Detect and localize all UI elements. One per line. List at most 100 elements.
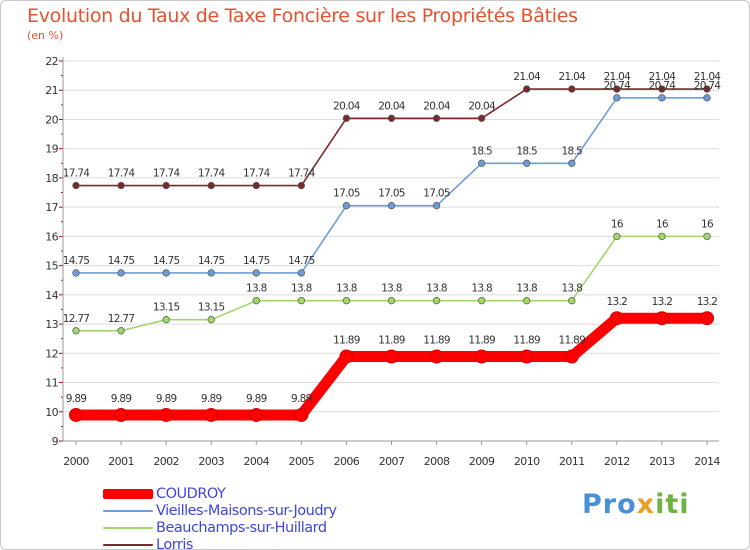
data-label-0: 11.89 [559,335,586,347]
data-label-2: 16 [656,218,669,230]
data-point-0 [519,349,534,364]
legend: COUDROY Vieilles-Maisons-sur-Joudry Beau… [103,485,337,549]
logo-part-2: x [636,489,656,520]
data-point-3 [207,181,215,190]
data-point-0 [384,349,399,364]
data-label-1: 14.75 [198,255,225,267]
data-label-1: 14.75 [288,255,315,267]
data-label-2: 13.8 [516,283,537,295]
data-point-2 [342,297,351,305]
data-point-2 [432,297,441,305]
legend-label-coudroy: COUDROY [156,485,226,502]
legend-swatch-coudroy [103,488,153,499]
x-tick-label: 2001 [108,455,134,468]
data-point-3 [117,181,125,190]
y-tick-label: 12 [45,347,58,360]
data-label-3: 17.74 [108,168,136,180]
axes: 9 10 11 12 13 14 15 16 17 18 19 20 21 22 2000 2001 2002 2… [45,55,721,468]
chart-unit-label: (en %) [27,29,64,42]
x-tick-label: 2003 [198,455,224,468]
data-point-3 [162,181,170,190]
data-point-2 [117,327,125,335]
y-tick-label: 16 [45,230,58,243]
data-label-0: 9.89 [156,393,177,405]
data-label-2: 16 [611,218,624,230]
data-label-0: 9.89 [201,393,222,405]
data-label-0: 9.89 [111,393,132,405]
data-point-1 [207,269,215,277]
legend-item-vieilles-maisons: Vieilles-Maisons-sur-Joudry [103,502,337,519]
data-point-3 [477,114,486,122]
data-point-3 [342,114,351,122]
x-tick-label: 2011 [559,455,585,468]
data-label-0: 13.2 [652,296,673,308]
data-point-3 [613,85,621,93]
data-point-3 [658,85,666,93]
data-label-3: 21.04 [559,71,587,83]
legend-item-beauchamps: Beauchamps-sur-Huillard [103,519,337,536]
data-point-3 [72,181,80,190]
x-tick-label: 2004 [243,455,269,468]
data-point-2 [162,316,170,324]
data-point-2 [207,316,215,324]
data-label-3: 20.04 [378,100,406,112]
x-tick-label: 2002 [153,455,179,468]
data-labels: 17.74 17.74 17.74 17.74 17.74 17.74 20.04 20.04… [63,71,722,405]
data-point-0 [339,349,354,364]
data-point-0 [474,349,489,364]
data-point-0 [564,349,579,364]
data-point-1 [703,94,711,102]
data-point-0 [294,407,309,422]
data-point-1 [342,202,351,210]
data-label-0: 9.89 [66,393,87,405]
data-point-0 [249,407,264,422]
data-label-2: 13.8 [336,283,357,295]
data-label-0: 9.89 [291,393,312,405]
data-label-1: 17.05 [423,188,450,200]
data-point-0 [114,407,129,422]
data-label-1: 18.5 [471,145,492,157]
y-tick-label: 14 [45,289,58,302]
data-point-3 [523,85,531,93]
legend-label-beauchamps: Beauchamps-sur-Huillard [156,519,327,536]
data-label-1: 17.05 [378,188,405,200]
x-tick-label: 2009 [469,455,495,468]
data-point-0 [69,407,83,422]
data-point-2 [703,232,711,241]
data-label-2: 16 [701,218,714,230]
data-label-2: 13.8 [426,283,447,295]
grid-lines [63,60,719,442]
data-label-1: 20.74 [604,80,632,92]
y-tick-label: 21 [45,84,58,97]
data-label-3: 17.74 [198,168,226,180]
data-point-1 [477,159,486,167]
x-tick-label: 2010 [514,455,540,468]
data-point-1 [297,269,306,277]
y-tick-label: 9 [52,435,59,448]
data-point-2 [387,297,396,305]
data-label-0: 11.89 [468,335,495,347]
y-tick-label: 11 [45,377,58,390]
y-tick-label: 13 [45,318,58,331]
data-point-3 [703,85,711,93]
data-point-1 [117,269,125,277]
data-point-2 [297,297,306,305]
chart-title: Evolution du Taux de Taxe Foncière sur l… [27,5,578,27]
x-tick-label: 2008 [424,455,450,468]
x-tick-label: 2013 [649,455,675,468]
data-point-1 [387,202,396,210]
legend-swatch-vieilles-maisons [103,509,153,512]
y-tick-label: 20 [45,113,58,126]
data-point-3 [432,114,441,122]
data-label-3: 17.74 [153,168,181,180]
data-point-1 [613,94,621,102]
data-point-1 [162,269,170,277]
x-tick-label: 2007 [379,455,405,468]
data-label-3: 21.04 [604,71,632,83]
data-label-3: 17.74 [63,168,91,180]
data-label-1: 18.5 [561,145,582,157]
data-point-2 [613,232,621,241]
data-point-1 [432,202,441,210]
data-point-3 [387,114,396,122]
